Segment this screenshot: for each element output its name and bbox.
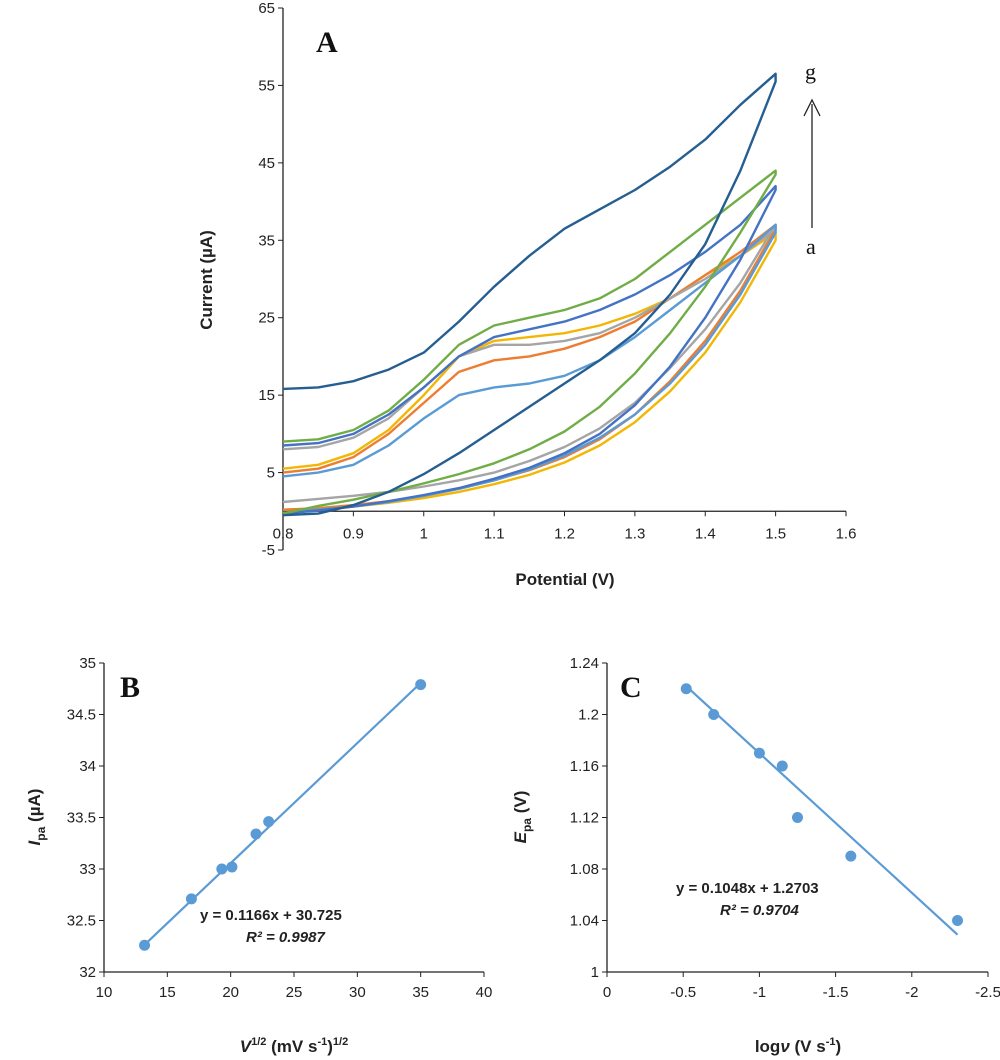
y-axis-title: Ipa (µA) (25, 789, 48, 846)
data-point (263, 816, 275, 828)
x-tick-label: 25 (286, 984, 303, 1001)
panel-c-r2: R² = 0.9704 (720, 902, 799, 919)
y-tick-label: 1.16 (570, 758, 599, 775)
panel-b-label: B (120, 671, 140, 704)
y-tick-label: 34.5 (67, 707, 96, 724)
panel-a-label: A (316, 26, 338, 59)
y-axis-title: Current (µA) (197, 230, 216, 330)
y-tick-label: -5 (262, 542, 275, 559)
y-tick-label: 1.12 (570, 810, 599, 827)
cv-curve-3 (282, 223, 777, 504)
panel-c-equation: y = 0.1048x + 1.2703 (676, 880, 819, 897)
x-tick-label: 1.2 (554, 525, 575, 542)
x-axis-title: V1/2 (mV s-1)1/2 (240, 1036, 348, 1056)
y-tick-label: 15 (258, 387, 275, 404)
y-tick-label: 65 (258, 0, 275, 17)
scan-rate-arrow: g a (803, 59, 821, 259)
y-tick-label: 25 (258, 310, 275, 327)
x-tick-label: 1.5 (765, 525, 786, 542)
x-tick-label: 1.4 (695, 525, 716, 542)
x-tick-label: 0.9 (343, 525, 364, 542)
y-tick-label: 1.04 (570, 913, 599, 930)
data-point (250, 828, 262, 840)
y-tick-label: 1.24 (570, 655, 599, 672)
x-tick-label: -0.5 (670, 984, 696, 1001)
x-tick-label: 35 (412, 984, 429, 1001)
data-point (792, 812, 803, 823)
panel-b-equation: y = 0.1166x + 30.725 (200, 907, 342, 924)
x-tick-label: 1.6 (836, 525, 857, 542)
y-tick-label: 55 (258, 77, 275, 94)
x-tick-label: -1 (753, 984, 766, 1001)
y-tick-label: 35 (79, 655, 96, 672)
x-axis-title: Potential (V) (515, 570, 614, 589)
trendline (685, 685, 959, 936)
data-point (139, 939, 151, 951)
x-axis-title: logν (V s-1) (755, 1036, 841, 1056)
arrow-label-a: a (806, 234, 816, 259)
trendline (143, 682, 422, 946)
x-tick-label: 15 (159, 984, 176, 1001)
y-axis-title: Epa (V) (511, 791, 534, 844)
data-point (776, 760, 788, 772)
x-tick-label: 30 (349, 984, 366, 1001)
y-tick-label: 33.5 (67, 810, 96, 827)
data-point (753, 747, 765, 759)
data-point (845, 850, 857, 862)
y-tick-label: 45 (258, 155, 275, 172)
cv-curve-7 (282, 72, 777, 517)
y-tick-label: 33 (79, 861, 96, 878)
data-point (708, 709, 720, 720)
x-tick-label: -2 (905, 984, 918, 1001)
data-point (216, 863, 228, 875)
panel-c-epa-vs-log-scan-rate: 0 -0.5 -1 -1.5 -2 -2.5 1 1.04 1.08 1.12 1.16 1.2 1.2… (511, 655, 1000, 1056)
x-tick-label: -1.5 (823, 984, 849, 1001)
panel-b-ipa-vs-sqrt-scan-rate: 10 15 20 25 30 35 40 32 32.5 33 33.5 34 34.5 35 V1/2 (… (25, 655, 492, 1056)
x-tick-label: -2.5 (975, 984, 1000, 1001)
panel-b-r2: R² = 0.9987 (246, 929, 325, 946)
data-point (680, 683, 692, 695)
y-tick-label: 32.5 (67, 913, 96, 930)
x-tick-label: 1 (420, 525, 428, 542)
x-tick-label: 0.8 (273, 525, 294, 542)
panel-a-cyclic-voltammograms: 0.8 0.9 1 1.1 1.2 1.3 1.4 1.5 1.6 -5 5 15 25 35 45 55 65… (197, 0, 856, 589)
cv-curve-6 (282, 169, 777, 515)
arrow-label-g: g (805, 59, 816, 84)
y-tick-label: 35 (258, 232, 275, 249)
x-tick-label: 1.3 (624, 525, 645, 542)
y-tick-label: 5 (267, 465, 275, 482)
cv-curve-5 (282, 184, 777, 515)
cv-curve-4 (282, 223, 777, 514)
y-tick-label: 34 (79, 758, 96, 775)
y-tick-label: 1 (591, 964, 599, 981)
data-point (226, 861, 238, 873)
y-tick-label: 1.2 (578, 707, 599, 724)
x-tick-label: 20 (222, 984, 239, 1001)
x-tick-label: 1.1 (484, 525, 505, 542)
data-point (415, 679, 427, 691)
panel-c-label: C (620, 671, 642, 704)
y-tick-label: 1.08 (570, 861, 599, 878)
x-tick-label: 0 (603, 984, 611, 1001)
data-point (185, 893, 197, 905)
x-tick-label: 10 (96, 984, 113, 1001)
data-point (952, 915, 964, 926)
x-tick-label: 40 (476, 984, 493, 1001)
y-tick-label: 32 (79, 964, 96, 981)
